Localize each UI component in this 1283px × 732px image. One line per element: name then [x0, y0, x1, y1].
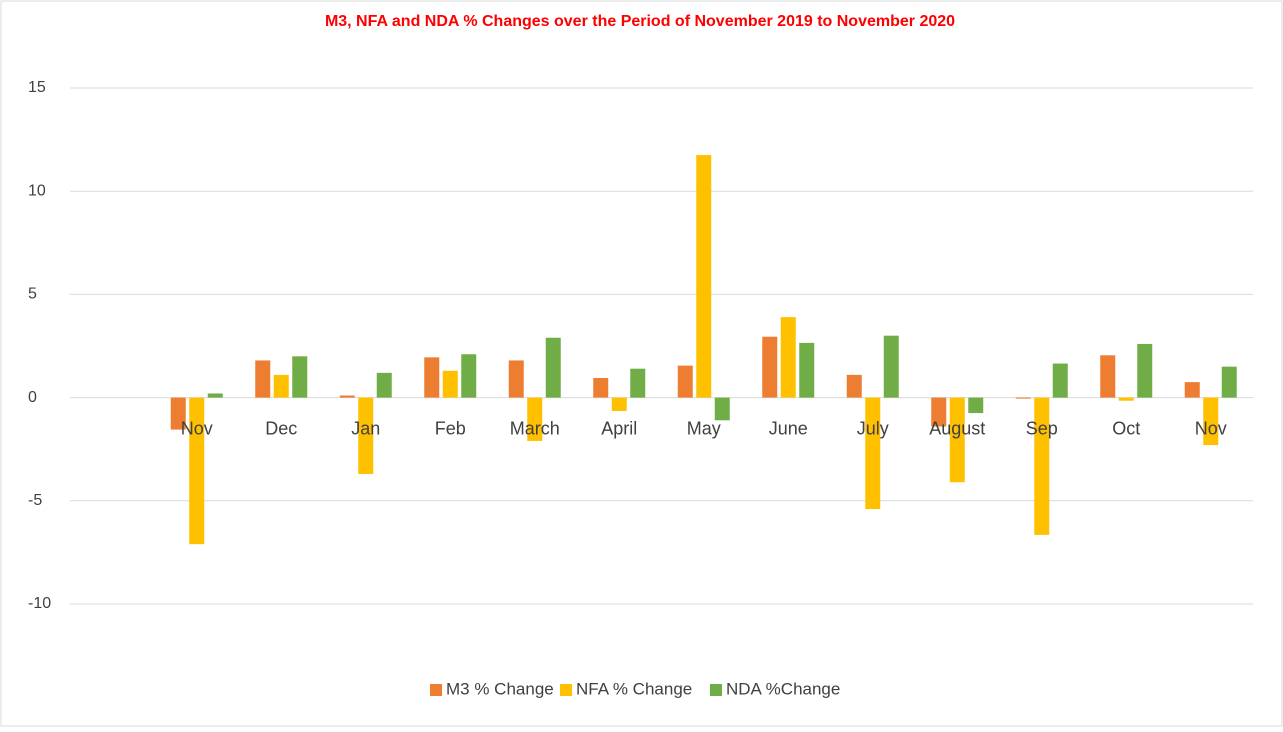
bar	[442, 370, 458, 398]
bar	[1052, 363, 1068, 398]
bar	[1100, 355, 1116, 398]
bar	[189, 397, 205, 545]
x-tick-label: August	[929, 418, 985, 438]
x-tick-label: Oct	[1112, 418, 1140, 438]
y-tick-label: -5	[28, 492, 42, 509]
bar	[677, 365, 693, 398]
bar	[376, 372, 392, 398]
legend-swatch	[710, 684, 722, 696]
bar	[931, 397, 947, 427]
legend-label: NDA %Change	[726, 679, 840, 698]
bar	[1221, 366, 1237, 398]
bar	[968, 397, 984, 414]
bar	[846, 374, 862, 398]
y-tick-label: 0	[28, 389, 37, 406]
bar	[292, 356, 308, 398]
bar	[883, 335, 899, 398]
bar	[1203, 397, 1219, 446]
bar	[865, 397, 881, 510]
x-tick-label: Jan	[351, 418, 380, 438]
y-tick-label: 5	[28, 286, 37, 303]
x-tick-label: June	[769, 418, 808, 438]
bar	[545, 337, 561, 398]
bar	[207, 393, 223, 398]
bar	[630, 368, 646, 398]
bar	[1184, 382, 1200, 398]
x-tick-label: Nov	[181, 418, 213, 438]
bar	[949, 397, 965, 483]
bar	[799, 342, 815, 398]
y-tick-label: 15	[28, 79, 46, 96]
bar	[339, 395, 355, 398]
bar	[358, 397, 374, 474]
bar	[714, 397, 730, 421]
bar	[508, 360, 524, 398]
x-tick-label: Dec	[265, 418, 297, 438]
bar	[611, 397, 627, 412]
x-tick-label: Sep	[1026, 418, 1058, 438]
y-tick-label: 10	[28, 182, 46, 199]
legend-swatch	[560, 684, 572, 696]
bar	[696, 155, 712, 398]
bar	[527, 397, 543, 441]
bar	[593, 377, 609, 398]
x-tick-label: March	[510, 418, 560, 438]
bar	[255, 360, 271, 398]
legend-label: M3 % Change	[446, 679, 554, 698]
x-tick-label: July	[857, 418, 889, 438]
chart-title: M3, NFA and NDA % Changes over the Perio…	[325, 13, 955, 30]
bar	[461, 354, 477, 398]
bar	[762, 336, 778, 398]
bar	[273, 374, 289, 398]
bar	[170, 397, 186, 430]
legend-swatch	[430, 684, 442, 696]
y-tick-label: -10	[28, 595, 51, 612]
x-tick-label: Feb	[435, 418, 466, 438]
legend-label: NFA % Change	[576, 679, 692, 698]
x-tick-label: April	[601, 418, 637, 438]
x-tick-label: May	[687, 418, 721, 438]
bar	[1034, 397, 1050, 535]
x-tick-label: Nov	[1195, 418, 1227, 438]
bar	[1015, 397, 1031, 399]
bar	[1137, 343, 1153, 398]
bar	[1118, 397, 1134, 401]
bar	[780, 317, 796, 398]
bar	[424, 357, 440, 398]
